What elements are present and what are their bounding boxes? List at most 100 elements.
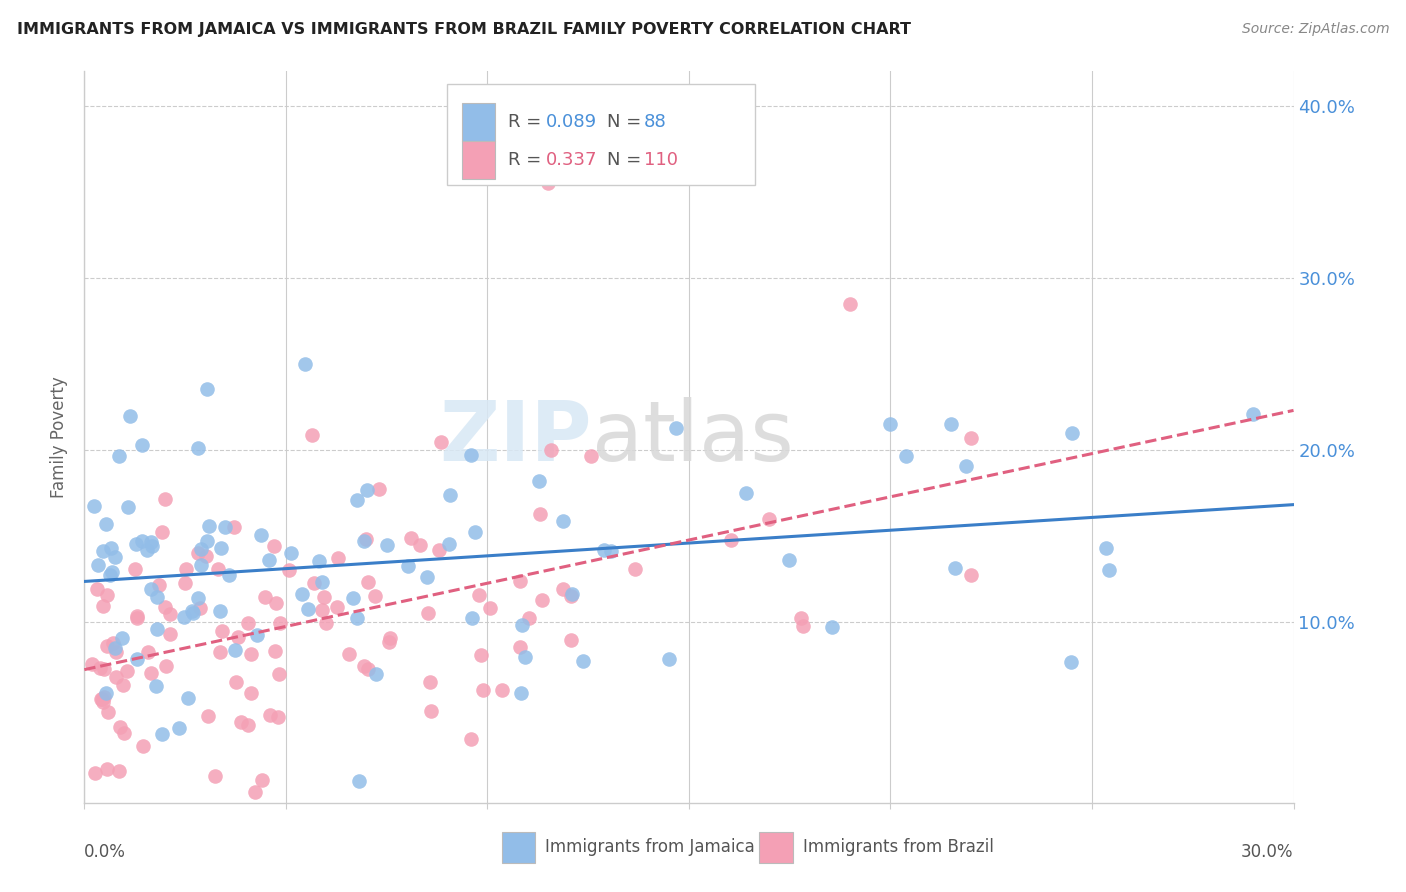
Point [396, 559, 419, 574]
Point [259, 707, 281, 722]
Point [269, 615, 291, 630]
Point [93, 695, 115, 709]
Point [599, 544, 621, 558]
Point [254, 590, 277, 604]
Point [464, 525, 486, 540]
Point [301, 428, 323, 442]
Point [96, 639, 118, 653]
Point [720, 533, 742, 547]
Point [214, 519, 236, 533]
Text: 0.089: 0.089 [547, 112, 598, 131]
FancyBboxPatch shape [461, 141, 495, 179]
Point [94, 516, 117, 531]
Point [364, 666, 387, 681]
Point [211, 624, 233, 638]
Point [257, 553, 280, 567]
Point [127, 611, 149, 625]
Point [560, 589, 582, 603]
Point [896, 450, 918, 464]
Text: 30.0%: 30.0% [1241, 843, 1294, 861]
Point [207, 562, 229, 576]
Point [173, 609, 195, 624]
Point [105, 669, 128, 683]
Point [150, 727, 173, 741]
Point [96, 588, 118, 602]
Point [177, 690, 200, 705]
Point [91, 692, 114, 706]
Point [108, 764, 131, 779]
Point [509, 574, 531, 589]
Point [104, 549, 127, 564]
Point [553, 582, 575, 596]
Point [665, 421, 688, 435]
Point [821, 620, 844, 634]
Point [187, 441, 209, 455]
Point [960, 568, 983, 582]
Point [136, 644, 159, 658]
Point [114, 726, 136, 740]
Point [304, 576, 326, 591]
Point [357, 574, 380, 589]
Point [437, 537, 460, 551]
Point [174, 562, 197, 576]
Point [194, 549, 217, 563]
Point [238, 616, 260, 631]
Point [117, 500, 139, 515]
FancyBboxPatch shape [759, 832, 793, 863]
Point [491, 683, 513, 698]
Point [190, 558, 212, 572]
Point [209, 603, 232, 617]
Point [789, 610, 811, 624]
Point [181, 604, 204, 618]
Point [572, 654, 595, 668]
Text: 110: 110 [644, 151, 678, 169]
Point [347, 773, 370, 788]
Point [187, 546, 209, 560]
Point [198, 519, 221, 533]
Point [155, 491, 177, 506]
FancyBboxPatch shape [502, 832, 536, 863]
Point [460, 732, 482, 747]
Point [315, 616, 337, 631]
Point [93, 690, 115, 704]
Point [579, 449, 602, 463]
Point [1098, 563, 1121, 577]
Point [263, 644, 285, 658]
Text: N =: N = [607, 112, 641, 131]
Point [236, 718, 259, 732]
Point [1241, 407, 1264, 421]
Point [527, 474, 550, 488]
Point [353, 533, 375, 548]
FancyBboxPatch shape [461, 103, 495, 141]
Point [356, 483, 378, 497]
Point [427, 543, 450, 558]
Point [195, 382, 218, 396]
Text: 0.0%: 0.0% [84, 843, 127, 861]
Point [96, 685, 118, 699]
Point [169, 721, 191, 735]
Text: Immigrants from Brazil: Immigrants from Brazil [803, 838, 994, 856]
Point [245, 785, 267, 799]
Text: R =: R = [508, 112, 541, 131]
Point [529, 507, 551, 521]
Point [239, 647, 262, 661]
Point [111, 631, 134, 645]
Point [509, 640, 531, 655]
Point [266, 710, 288, 724]
Point [326, 600, 349, 615]
Point [98, 568, 121, 582]
Point [470, 648, 492, 662]
Point [353, 659, 375, 673]
Point [131, 534, 153, 549]
Point [226, 630, 249, 644]
Text: Immigrants from Jamaica: Immigrants from Jamaica [546, 838, 755, 856]
Point [311, 575, 333, 590]
Point [515, 650, 537, 665]
Point [146, 622, 169, 636]
Point [291, 587, 314, 601]
Point [239, 686, 262, 700]
Point [439, 488, 461, 502]
Point [125, 652, 148, 666]
Point [337, 647, 360, 661]
Text: Source: ZipAtlas.com: Source: ZipAtlas.com [1241, 22, 1389, 37]
